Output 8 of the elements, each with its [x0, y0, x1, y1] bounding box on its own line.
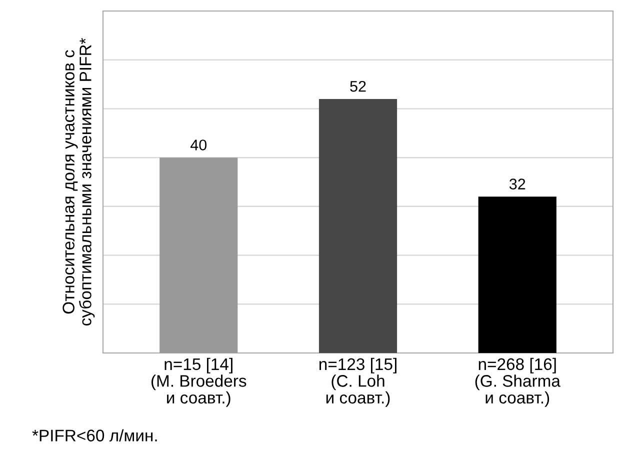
data-label: 52	[350, 80, 366, 92]
data-label: 32	[509, 178, 526, 190]
x-tick-label: n=268 [16] (G. Sharma и соавт.)	[475, 358, 560, 407]
x-tick-label: n=15 [14] (M. Broeders и соавт.)	[152, 358, 246, 407]
y-axis-title: Относительная доля участников с субоптимальными значениями PIFR*	[62, 38, 95, 326]
x-tick-label: n=123 [15] (C. Loh и соавт.)	[319, 358, 396, 407]
text: *PIFR<60 л/мин.	[32, 429, 157, 442]
data-label: 40	[190, 140, 207, 150]
